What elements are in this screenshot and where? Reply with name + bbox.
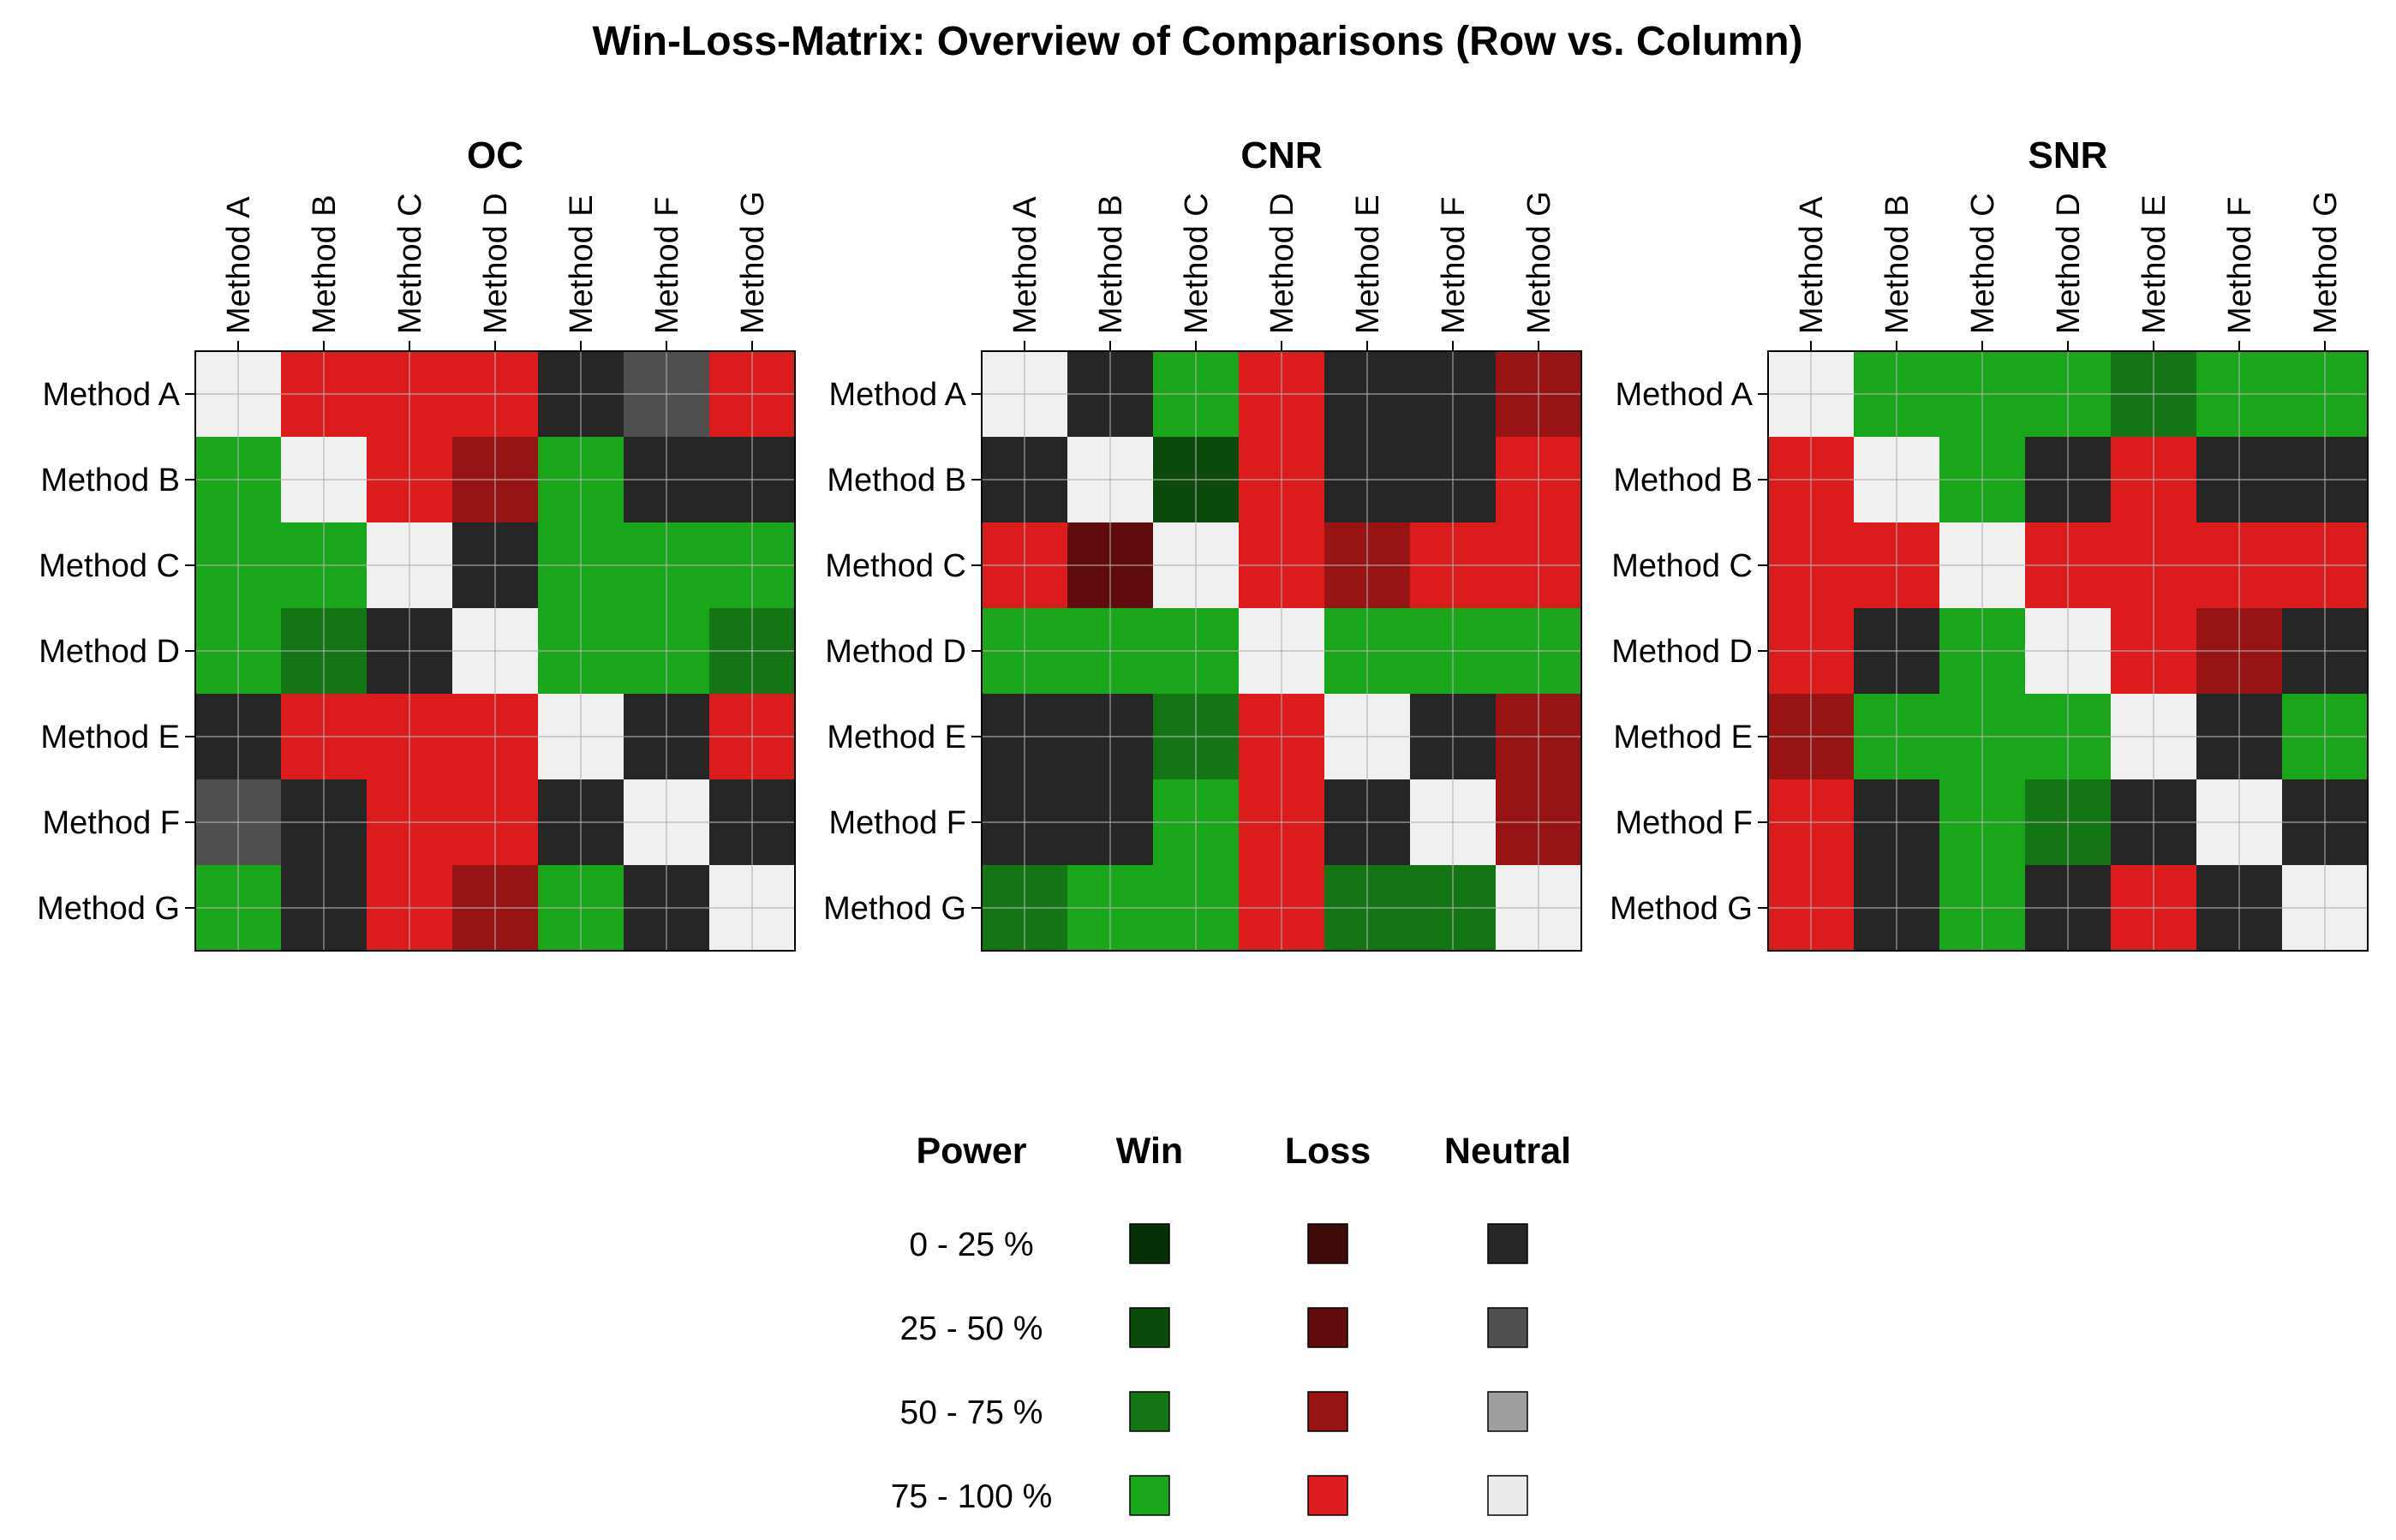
legend-swatch xyxy=(1129,1223,1170,1264)
y-tick-label: Method D xyxy=(825,634,966,670)
x-tick-label: Method A xyxy=(221,196,257,334)
y-tick-label: Method F xyxy=(42,805,180,841)
legend-swatch xyxy=(1129,1307,1170,1348)
x-tick-label: Method B xyxy=(1093,194,1129,334)
legend-level-label: 25 - 50 % xyxy=(900,1310,1043,1347)
legend-header: Loss xyxy=(1285,1131,1371,1172)
y-tick-label: Method B xyxy=(40,463,180,498)
y-tick-label: Method A xyxy=(828,377,966,413)
y-tick-label: Method G xyxy=(1610,891,1753,927)
legend-swatch xyxy=(1307,1391,1348,1432)
legend-swatch xyxy=(1487,1391,1528,1432)
legend-swatch xyxy=(1307,1223,1348,1264)
chart-title: Win-Loss-Matrix: Overview of Comparisons… xyxy=(592,19,1802,64)
x-tick-label: Method G xyxy=(735,191,771,334)
y-tick-label: Method D xyxy=(1611,634,1753,670)
y-tick-label: Method F xyxy=(1615,805,1753,841)
y-tick-label: Method F xyxy=(828,805,966,841)
x-tick-label: Method F xyxy=(649,196,685,334)
legend-swatch xyxy=(1487,1475,1528,1516)
panel-cnr: CNR Method A Method A Method B Method B Metho… xyxy=(823,134,1582,952)
x-tick-label: Method A xyxy=(1794,196,1830,334)
y-tick-label: Method A xyxy=(1615,377,1753,413)
x-tick-label: Method A xyxy=(1007,196,1043,334)
y-tick-label: Method A xyxy=(42,377,180,413)
x-tick-label: Method G xyxy=(2308,191,2344,334)
panel-oc: OC Method A Method A Method B Method B Method… xyxy=(37,134,796,952)
x-tick-label: Method D xyxy=(1264,193,1300,334)
x-tick-label: Method E xyxy=(564,194,600,334)
legend-level-label: 75 - 100 % xyxy=(891,1478,1053,1515)
legend-swatch xyxy=(1129,1391,1170,1432)
y-tick-label: Method E xyxy=(40,719,180,755)
y-tick-label: Method G xyxy=(823,891,966,927)
panel-title: SNR xyxy=(2029,134,2108,176)
x-tick-label: Method D xyxy=(2051,193,2087,334)
legend-header: Power xyxy=(916,1131,1026,1172)
legend: Power Win Loss Neutral 0 - 25 % 25 - 50 % 50 -… xyxy=(891,1131,1571,1516)
legend-swatch xyxy=(1487,1307,1528,1348)
legend-swatch xyxy=(1129,1475,1170,1516)
panel-title: CNR xyxy=(1240,134,1322,176)
x-tick-label: Method E xyxy=(2136,194,2172,334)
y-tick-label: Method E xyxy=(827,719,966,755)
y-tick-label: Method C xyxy=(1611,548,1753,584)
y-tick-label: Method C xyxy=(825,548,966,584)
legend-swatch xyxy=(1487,1223,1528,1264)
y-tick-label: Method G xyxy=(37,891,180,927)
legend-swatch xyxy=(1307,1475,1348,1516)
legend-level-label: 0 - 25 % xyxy=(909,1227,1033,1263)
y-tick-label: Method E xyxy=(1613,719,1753,755)
y-tick-label: Method B xyxy=(1613,463,1753,498)
y-tick-label: Method D xyxy=(39,634,180,670)
x-tick-label: Method C xyxy=(392,193,428,334)
legend-swatch xyxy=(1307,1307,1348,1348)
x-tick-label: Method B xyxy=(307,194,343,334)
x-tick-label: Method G xyxy=(1521,191,1557,334)
x-tick-label: Method F xyxy=(1436,196,1472,334)
x-tick-label: Method D xyxy=(478,193,514,334)
x-tick-label: Method B xyxy=(1879,194,1915,334)
legend-header: Neutral xyxy=(1444,1131,1571,1172)
y-tick-label: Method B xyxy=(827,463,966,498)
legend-level-label: 50 - 75 % xyxy=(900,1394,1043,1431)
y-tick-label: Method C xyxy=(39,548,180,584)
x-tick-label: Method C xyxy=(1179,193,1215,334)
x-tick-label: Method C xyxy=(1965,193,2001,334)
panels-group: OC Method A Method A Method B Method B Method… xyxy=(37,134,2369,952)
panel-snr: SNR Method A Method A Method B Method B Metho… xyxy=(1610,134,2369,952)
legend-header: Win xyxy=(1116,1131,1183,1172)
panel-title: OC xyxy=(467,134,523,176)
x-tick-label: Method E xyxy=(1350,194,1386,334)
x-tick-label: Method F xyxy=(2222,196,2258,334)
